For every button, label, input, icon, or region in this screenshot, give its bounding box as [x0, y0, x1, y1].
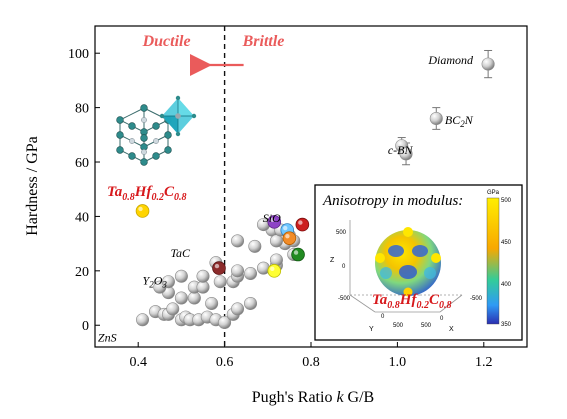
y-tick-label: 60: [75, 156, 89, 171]
data-point: [136, 313, 150, 327]
anisotropy-inset: Anisotropy in modulus:: [314, 184, 523, 341]
inset-z-axis-label: Z: [330, 257, 335, 264]
point-label: ZnS: [98, 331, 117, 345]
point-label: TaC: [170, 246, 191, 260]
point-label: c-BN: [388, 143, 414, 157]
data-point: [429, 111, 443, 125]
data-point: [196, 280, 210, 294]
y-tick-label: 100: [68, 47, 89, 62]
data-point: [269, 234, 283, 248]
ductile-label: Ductile: [142, 33, 191, 50]
inset-colorbar-unit: GPa: [487, 190, 500, 196]
y-axis-title: Hardness / GPa: [24, 136, 41, 236]
data-point: [213, 275, 227, 289]
highlight-points: [135, 204, 310, 278]
inset-z-tick-top: 500: [336, 230, 347, 236]
inset-colorbar-tick-450: 450: [501, 240, 512, 246]
x-tick-label: 1.2: [475, 355, 493, 370]
x-tick-label: 1.0: [389, 355, 407, 370]
highlight-point: [267, 215, 282, 229]
point-label-bc2n: BC2N: [445, 113, 474, 129]
inset-colorbar-tick-350: 350: [501, 322, 512, 328]
data-point: [248, 239, 262, 253]
inset-x-tick-0: 0: [440, 316, 444, 322]
highlight-point: [291, 247, 305, 262]
data-point: [205, 296, 219, 310]
inset-3d-axes: [349, 220, 463, 313]
data-point: [231, 264, 245, 278]
inset-x-axis-label: X: [449, 326, 454, 333]
inset-compound-label: Ta0.8Hf0.2C0.8: [372, 292, 451, 311]
inset-colorbar-tick-500: 500: [501, 198, 512, 204]
highlight-point: [267, 264, 282, 278]
x-tick-label: 0.8: [302, 355, 320, 370]
inset-colorbar: [486, 197, 500, 325]
data-point: [231, 302, 245, 316]
data-point: [244, 267, 258, 281]
highlight-point: [135, 204, 150, 218]
x-tick-label: 0.4: [129, 355, 147, 370]
data-point: [481, 57, 495, 71]
highlight-point: [282, 231, 297, 245]
brittle-label: Brittle: [242, 33, 285, 50]
crystal-structure-icon: [116, 95, 197, 166]
anisotropy-surface-icon: [375, 227, 441, 297]
y-tick-label: 80: [75, 102, 89, 117]
inset-y-axis-label: Y: [369, 326, 374, 333]
inset-y-tick-500: 500: [393, 323, 404, 329]
data-point: [244, 296, 258, 310]
inset-colorbar-tick-400: 400: [501, 282, 512, 288]
point-label: Diamond: [427, 53, 474, 67]
data-point: [174, 291, 188, 305]
data-point: [269, 253, 283, 267]
x-axis-title: Pugh's Ratio k G/B: [252, 389, 374, 406]
highlight-point: [295, 217, 310, 232]
data-point: [231, 234, 245, 248]
x-ticks: 0.4 0.6 0.8 1.0 1.2: [129, 342, 493, 370]
x-tick-label: 0.6: [216, 355, 234, 370]
data-point: [166, 302, 180, 316]
x-axis-title-k: k: [336, 389, 344, 406]
highlight-point: [212, 261, 226, 275]
inset-y-tick-0: 0: [381, 314, 385, 320]
point-label-y2o3: Y2O3: [143, 273, 168, 289]
data-point: [187, 291, 201, 305]
inset-title: Anisotropy in modulus:: [322, 193, 463, 209]
point-labels: Diamond c-BN TaC SiO ZnS: [98, 53, 474, 344]
point-label: SiO: [263, 211, 281, 225]
inset-z-tick-mid: 0: [342, 264, 346, 270]
data-point: [161, 275, 175, 289]
data-point: [174, 269, 188, 283]
compound-label: Ta0.8Hf0.2C0.8: [107, 184, 186, 203]
y-tick-label: 40: [75, 210, 89, 225]
data-point: [399, 147, 413, 161]
data-point: [218, 316, 232, 330]
y-tick-label: 0: [82, 319, 89, 334]
inset-z-tick-bottom: -500: [338, 296, 351, 302]
data-point: [196, 269, 210, 283]
y-ticks: 0 20 40 60 80 100: [68, 47, 100, 334]
inset-x-tick-1: -500: [470, 296, 483, 302]
y-tick-label: 20: [75, 265, 89, 280]
inset-x-tick-500: 500: [421, 323, 432, 329]
